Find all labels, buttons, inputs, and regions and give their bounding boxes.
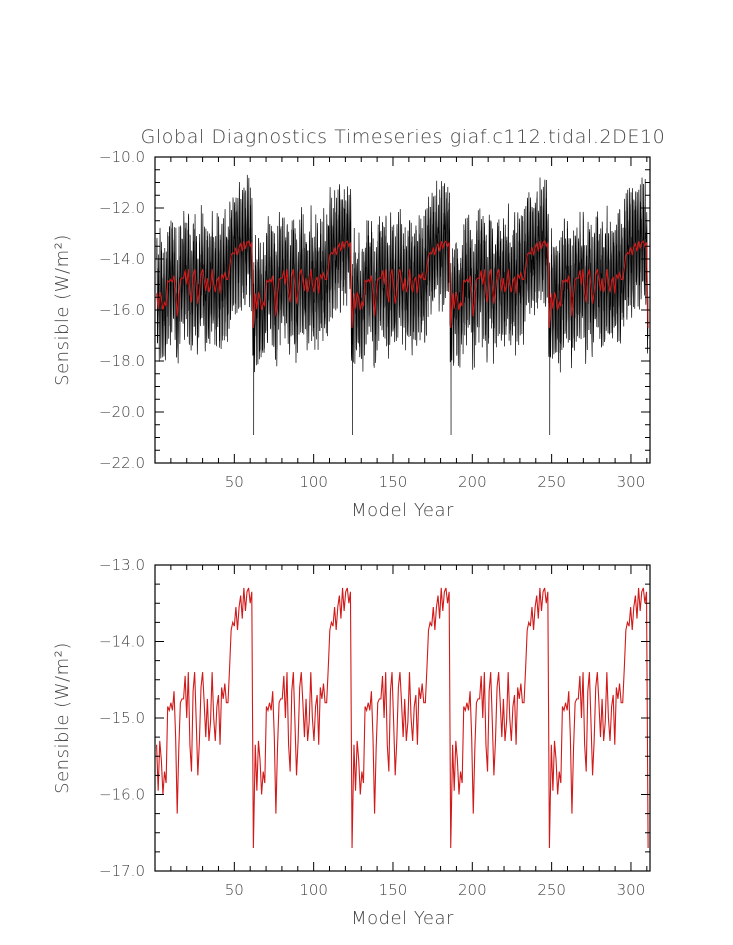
x-tick-label: 200 bbox=[458, 881, 487, 899]
x-axis-title: Model Year bbox=[351, 908, 454, 929]
x-axis-title: Model Year bbox=[351, 500, 454, 521]
x-tick-label: 150 bbox=[379, 473, 408, 491]
x-tick-label: 50 bbox=[225, 881, 244, 899]
annual-mean-series-line bbox=[156, 240, 649, 328]
y-tick-label: −14.0 bbox=[99, 633, 145, 651]
chart-title: Global Diagnostics Timeseries giaf.c112.… bbox=[141, 126, 666, 148]
top-panel: 50 100 150 200 250 300 −22.0 −20.0 −18.0 −16.0 −14… bbox=[52, 148, 651, 521]
x-tick-label: 200 bbox=[458, 473, 487, 491]
x-tick-label: 150 bbox=[379, 881, 408, 899]
x-tick-label: 50 bbox=[225, 473, 244, 491]
y-tick-label: −13.0 bbox=[99, 556, 145, 574]
x-tick-label: 300 bbox=[617, 473, 646, 491]
y-tick-label: −16.0 bbox=[99, 301, 145, 319]
y-tick-label: −20.0 bbox=[99, 403, 145, 421]
x-tick-label: 100 bbox=[299, 473, 328, 491]
y-tick-label: −22.0 bbox=[99, 454, 145, 472]
x-tick-label: 250 bbox=[537, 881, 566, 899]
monthly-series-line bbox=[156, 174, 649, 435]
y-tick-label: −17.0 bbox=[99, 862, 145, 880]
y-tick-label: −14.0 bbox=[99, 250, 145, 268]
x-tick-label: 300 bbox=[617, 881, 646, 899]
y-tick-label: −18.0 bbox=[99, 352, 145, 370]
x-tick-label: 100 bbox=[299, 881, 328, 899]
y-tick-label: −15.0 bbox=[99, 709, 145, 727]
y-tick-label: −12.0 bbox=[99, 199, 145, 217]
annual-mean-series-line bbox=[156, 587, 649, 849]
y-tick-label: −10.0 bbox=[99, 148, 145, 166]
y-tick-label: −16.0 bbox=[99, 786, 145, 804]
y-axis-title: Sensible (W/m²) bbox=[52, 234, 73, 386]
bottom-panel: 50 100 150 200 250 300 −17.0 −16.0 −15.0 −14.0 −13… bbox=[52, 556, 651, 929]
x-tick-label: 250 bbox=[537, 473, 566, 491]
y-axis-title: Sensible (W/m²) bbox=[52, 642, 73, 794]
